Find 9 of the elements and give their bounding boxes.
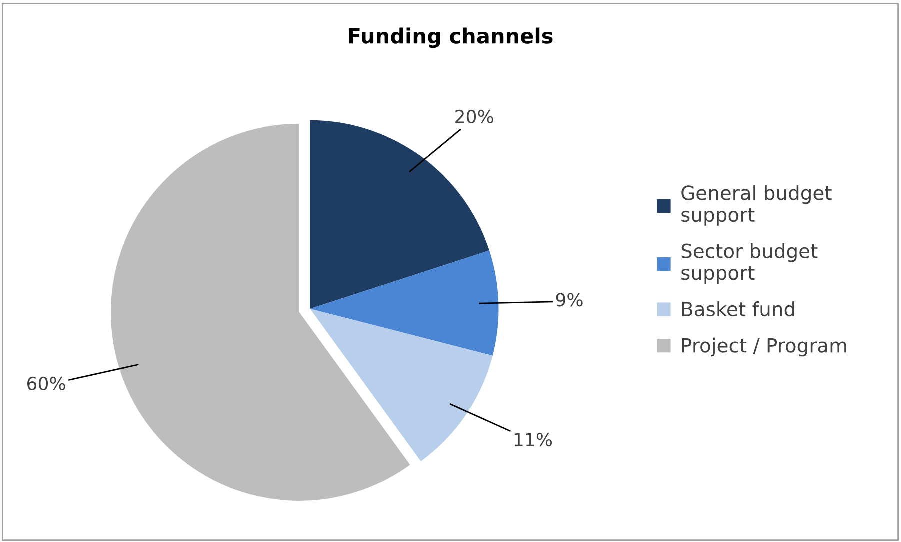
chart-title: Funding channels (349, 28, 553, 48)
data-label: 9% (556, 293, 583, 307)
legend-label: Basket fund (682, 302, 794, 317)
legend-label: General budget support (682, 185, 832, 226)
legend-label: Project / Program (682, 338, 846, 357)
data-label: 60% (28, 376, 66, 390)
data-label: 20% (456, 110, 494, 124)
legend-label: Sector budget support (682, 243, 818, 284)
data-label: 11% (514, 432, 552, 447)
